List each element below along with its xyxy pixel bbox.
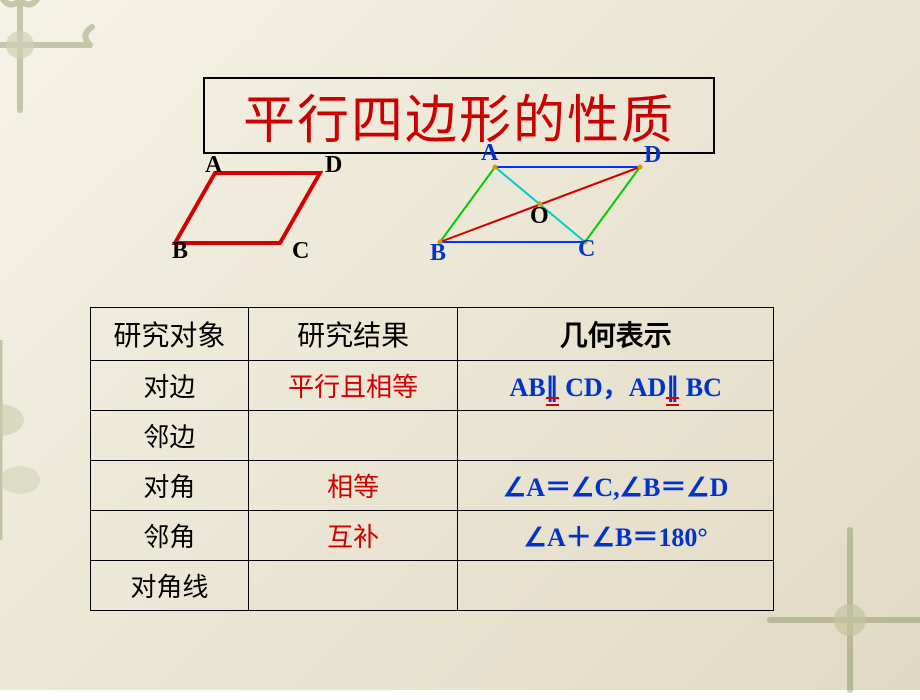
header-subject: 研究对象	[91, 308, 249, 361]
table-row: 对角相等∠A＝∠C,∠B＝∠D	[91, 461, 774, 511]
vertex-label: D	[325, 152, 342, 179]
cell-result	[248, 411, 458, 461]
cell-result	[248, 561, 458, 611]
cell-subject: 对角	[91, 461, 249, 511]
cell-subject: 对边	[91, 361, 249, 411]
table-row: 对角线	[91, 561, 774, 611]
cell-result: 互补	[248, 511, 458, 561]
vertex-label: B	[172, 238, 188, 265]
cell-geom: ∠A＋∠B＝180°	[458, 511, 774, 561]
vertex-label: C	[578, 236, 595, 263]
title-box: 平行四边形的性质	[203, 77, 715, 154]
slide-content: 平行四边形的性质 A D B C A D B C O 研究对象 研究结果 几何表示 对边平行且相…	[0, 0, 920, 690]
vertex-label: B	[430, 240, 446, 267]
title-text: 平行四边形的性质	[243, 78, 675, 153]
table-header-row: 研究对象 研究结果 几何表示	[91, 308, 774, 361]
properties-table: 研究对象 研究结果 几何表示 对边平行且相等AB∥ CD，AD∥ BC邻边对角相…	[90, 307, 774, 611]
cell-geom	[458, 411, 774, 461]
table-row: 邻角互补∠A＋∠B＝180°	[91, 511, 774, 561]
cell-geom	[458, 561, 774, 611]
cell-subject: 对角线	[91, 561, 249, 611]
table-row: 对边平行且相等AB∥ CD，AD∥ BC	[91, 361, 774, 411]
cell-result: 平行且相等	[248, 361, 458, 411]
cell-geom: ∠A＝∠C,∠B＝∠D	[458, 461, 774, 511]
vertex-label: A	[481, 140, 498, 167]
cell-result: 相等	[248, 461, 458, 511]
vertex-label: D	[644, 142, 661, 169]
vertex-label: O	[530, 203, 549, 230]
table-row: 邻边	[91, 411, 774, 461]
cell-geom: AB∥ CD，AD∥ BC	[458, 361, 774, 411]
vertex-label: C	[292, 238, 309, 265]
cell-subject: 邻边	[91, 411, 249, 461]
header-geom: 几何表示	[458, 308, 774, 361]
header-result: 研究结果	[248, 308, 458, 361]
cell-subject: 邻角	[91, 511, 249, 561]
vertex-label: A	[205, 152, 222, 179]
